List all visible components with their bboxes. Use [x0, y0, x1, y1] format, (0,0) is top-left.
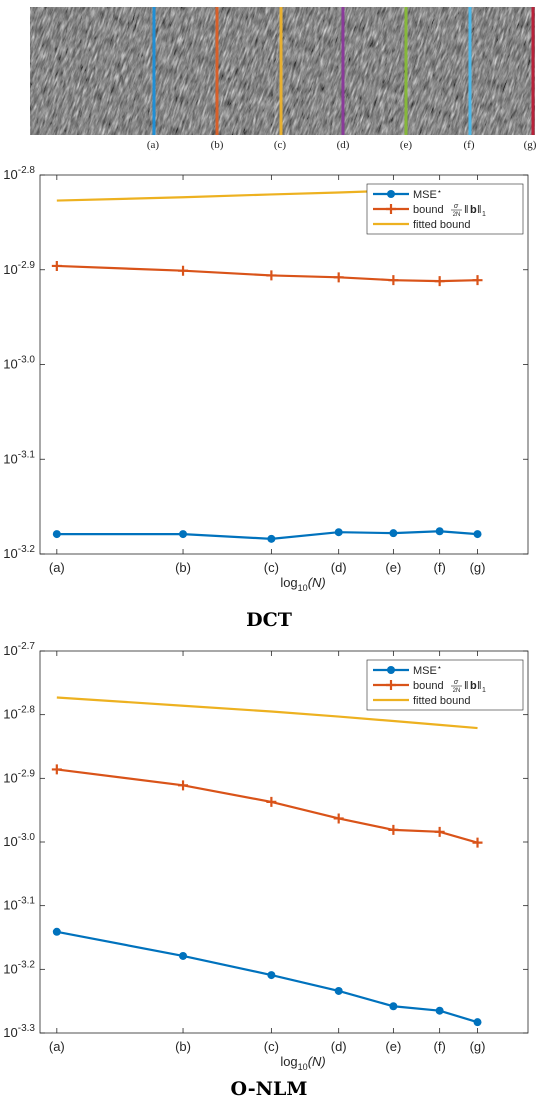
data-point-0 — [389, 1002, 398, 1011]
legend-math-norm: ‖ — [464, 204, 469, 216]
strip-label-f: (f) — [463, 139, 475, 151]
caption-onlm: O-NLM — [230, 1078, 308, 1100]
x-tick-label: (b) — [175, 1039, 191, 1054]
data-point-1 — [266, 270, 277, 281]
data-point-0 — [179, 951, 188, 960]
x-axis-label: log10(N) — [280, 1054, 325, 1070]
y-tick-label: 10-3.2 — [3, 959, 35, 976]
legend-math-numerator: σ — [454, 679, 459, 686]
data-point-1 — [178, 780, 189, 791]
data-point-0 — [267, 971, 276, 980]
data-point-0 — [435, 1006, 444, 1015]
strip-label-d: (d) — [336, 139, 350, 151]
y-tick-label: 10-3.2 — [3, 544, 35, 561]
x-tick-label: (f) — [434, 560, 446, 575]
x-tick-label: (c) — [264, 1039, 279, 1054]
legend-label-0: MSE⋆ — [413, 187, 442, 201]
strip-label-a: (a) — [146, 139, 160, 151]
caption-dct: DCT — [246, 609, 292, 631]
x-tick-label: (b) — [175, 560, 191, 575]
legend-math-denominator: 2N — [453, 688, 461, 694]
x-axis-label: log10(N) — [280, 575, 325, 593]
legend-label-1: bound — [413, 680, 444, 692]
plot-frame — [39, 650, 529, 1034]
data-point-0 — [179, 530, 188, 539]
data-point-1 — [178, 265, 189, 276]
data-point-1 — [434, 276, 445, 287]
legend-math-subscript: 1 — [482, 687, 486, 694]
data-point-0 — [267, 534, 276, 543]
plot-frame — [39, 174, 529, 555]
data-point-1 — [333, 813, 344, 824]
data-point-1 — [266, 796, 277, 807]
x-tick-label: (a) — [49, 560, 65, 575]
legend-marker-1 — [386, 204, 396, 214]
legend-label-0: MSE⋆ — [413, 663, 442, 677]
data-point-0 — [473, 530, 482, 539]
strip-label-b: (b) — [210, 139, 224, 151]
chart-onlm: 10-2.7 10-2.8 10-2.9 10-3.0 10-3.1 10-3.2 10-3… — [3, 641, 529, 1070]
strip-label-g: (g) — [523, 139, 537, 151]
y-tick-label: 10-3.1 — [3, 449, 35, 466]
legend-label-1: bound — [413, 204, 444, 216]
legend-math-vector: b — [470, 680, 477, 692]
data-point-1 — [51, 764, 62, 775]
data-point-1 — [434, 826, 445, 837]
data-point-1 — [333, 272, 344, 283]
x-tick-label: (d) — [331, 560, 347, 575]
x-tick-label: (a) — [49, 1039, 65, 1054]
legend-math-subscript: 1 — [482, 211, 486, 218]
y-tick-label: 10-2.9 — [3, 260, 35, 277]
texture-image — [30, 7, 535, 135]
data-point-0 — [473, 1018, 482, 1027]
x-tick-label: (d) — [331, 1039, 347, 1054]
legend-math-denominator: 2N — [453, 212, 461, 218]
data-point-0 — [334, 986, 343, 995]
y-tick-label: 10-3.3 — [3, 1023, 35, 1040]
legend-marker-1 — [386, 680, 396, 690]
y-tick-label: 10-3.0 — [3, 832, 35, 849]
legend-math-numerator: σ — [454, 203, 459, 210]
data-point-1 — [472, 275, 483, 286]
legend-marker-0 — [387, 666, 395, 674]
data-point-0 — [334, 528, 343, 537]
strip-label-c: (c) — [273, 139, 287, 151]
data-point-1 — [51, 260, 62, 271]
y-tick-label: 10-2.8 — [3, 165, 35, 182]
data-point-0 — [52, 927, 61, 936]
data-point-1 — [472, 837, 483, 848]
legend-math-vector: b — [470, 204, 477, 216]
legend-math-norm-close: ‖ — [477, 204, 482, 216]
y-tick-label: 10-3.1 — [3, 896, 35, 913]
data-point-0 — [52, 530, 61, 539]
x-tick-label: (c) — [264, 560, 279, 575]
chart-dct: 10-2.8 10-2.9 10-3.0 10-3.1 10-3.2 (a) (b) (c) (… — [3, 165, 529, 593]
y-tick-label: 10-2.9 — [3, 768, 35, 785]
legend-math-norm-close: ‖ — [477, 680, 482, 692]
legend-marker-0 — [387, 190, 395, 198]
data-point-1 — [388, 275, 399, 286]
strip-label-e: (e) — [399, 139, 413, 151]
series-line-2 — [56, 696, 478, 730]
y-tick-label: 10-2.8 — [3, 705, 35, 722]
legend-label-2: fitted bound — [413, 695, 471, 707]
x-tick-label: (e) — [385, 1039, 401, 1054]
data-point-0 — [435, 527, 444, 536]
legend-math-norm: ‖ — [464, 680, 469, 692]
x-tick-label: (g) — [470, 560, 486, 575]
data-point-1 — [388, 824, 399, 835]
x-tick-label: (g) — [470, 1039, 486, 1054]
x-tick-label: (f) — [434, 1039, 446, 1054]
y-tick-label: 10-2.7 — [3, 641, 35, 658]
data-point-0 — [389, 529, 398, 538]
legend-label-2: fitted bound — [413, 219, 471, 231]
x-tick-label: (e) — [385, 560, 401, 575]
y-tick-label: 10-3.0 — [3, 355, 35, 372]
